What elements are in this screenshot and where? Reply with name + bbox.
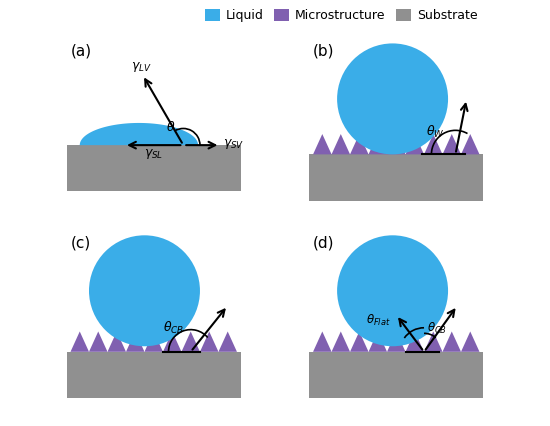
Text: $\gamma_{SV}$: $\gamma_{SV}$ [223,137,245,151]
Text: (b): (b) [313,43,334,58]
Bar [67,352,241,398]
Legend: Liquid, Microstructure, Substrate: Liquid, Microstructure, Substrate [200,4,482,27]
Polygon shape [387,331,405,352]
Polygon shape [145,331,163,352]
Polygon shape [443,134,461,154]
Polygon shape [405,331,424,352]
Text: $\theta_{CB}$: $\theta_{CB}$ [427,320,447,336]
Polygon shape [368,331,387,352]
Polygon shape [332,134,350,154]
Polygon shape [424,331,443,352]
Polygon shape [313,134,332,154]
Polygon shape [182,331,200,352]
Polygon shape [107,331,126,352]
Polygon shape [80,123,198,145]
Circle shape [337,43,448,154]
Polygon shape [200,331,218,352]
Text: $\theta$: $\theta$ [166,120,175,134]
Text: (c): (c) [70,235,91,250]
Polygon shape [443,331,461,352]
Polygon shape [405,134,424,154]
Polygon shape [387,134,405,154]
Bar [67,145,241,191]
Polygon shape [126,331,145,352]
Polygon shape [70,331,89,352]
Circle shape [89,235,200,346]
Text: (a): (a) [70,43,92,58]
Polygon shape [89,331,107,352]
Bar [309,352,483,398]
Text: (d): (d) [313,235,334,250]
Circle shape [337,235,448,346]
Text: $\theta_W$: $\theta_W$ [426,124,444,140]
Bar [309,154,483,201]
Text: $\gamma_{LV}$: $\gamma_{LV}$ [131,60,152,74]
Polygon shape [163,331,182,352]
Polygon shape [461,331,480,352]
Text: $\gamma_{SL}$: $\gamma_{SL}$ [144,147,163,161]
Polygon shape [461,134,480,154]
Polygon shape [218,331,237,352]
Polygon shape [424,134,443,154]
Text: $\theta_{Flat}$: $\theta_{Flat}$ [366,313,390,328]
Polygon shape [368,134,387,154]
Polygon shape [350,331,368,352]
Polygon shape [350,134,368,154]
Text: $\theta_{CB}$: $\theta_{CB}$ [163,320,184,336]
Polygon shape [332,331,350,352]
Polygon shape [313,331,332,352]
